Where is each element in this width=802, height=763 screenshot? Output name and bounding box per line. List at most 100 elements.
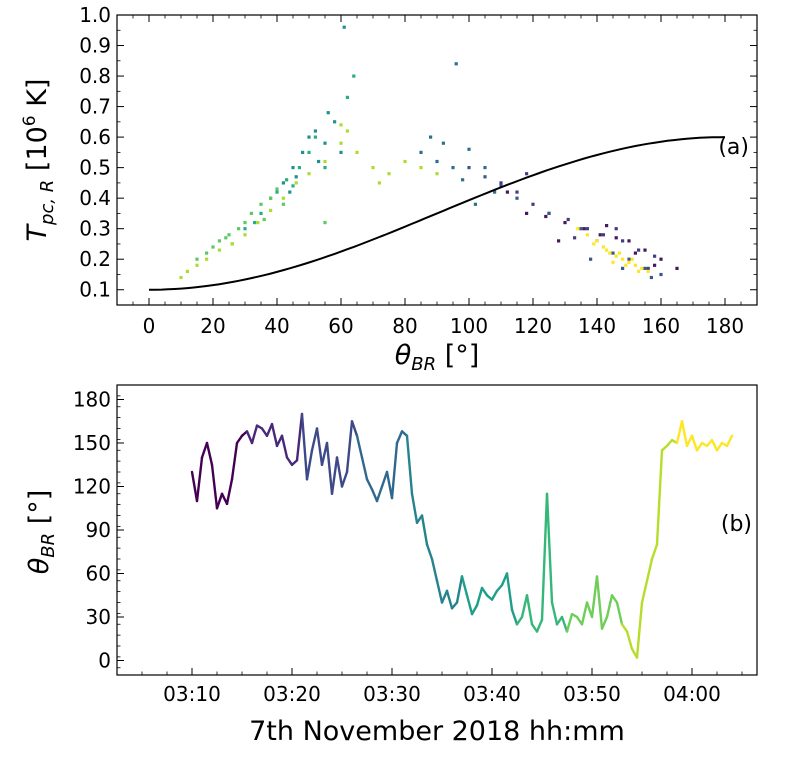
scatter-point xyxy=(326,111,330,115)
x-tick-label: 180 xyxy=(706,314,744,338)
scatter-point xyxy=(589,257,593,261)
theta-segment xyxy=(640,579,649,604)
scatter-point xyxy=(525,172,529,176)
theta-segment xyxy=(465,594,474,616)
theta-segment xyxy=(285,456,294,466)
scatter-point xyxy=(179,275,183,280)
theta-segment xyxy=(525,594,534,626)
theta-segment xyxy=(545,492,554,604)
scatter-point xyxy=(224,236,228,240)
y-tick-label: 30 xyxy=(86,605,111,629)
scatter-point xyxy=(630,257,634,261)
scatter-point xyxy=(659,257,663,261)
scatter-point xyxy=(611,260,615,264)
scatter-point xyxy=(605,224,609,228)
scatter-point xyxy=(633,263,637,267)
scatter-point xyxy=(307,172,311,176)
theta-segment xyxy=(260,427,269,437)
scatter-point xyxy=(339,141,343,145)
x-tick-label: 60 xyxy=(328,314,353,338)
scatter-point xyxy=(454,62,458,66)
scatter-point xyxy=(429,135,433,139)
theta-segment xyxy=(655,449,664,546)
scatter-point xyxy=(342,25,346,29)
scatter-point xyxy=(505,190,509,194)
scatter-point xyxy=(614,227,618,231)
theta-segment xyxy=(280,434,289,459)
theta-segment xyxy=(420,514,429,546)
scatter-point xyxy=(643,266,647,270)
scatter-point xyxy=(624,263,628,267)
theta-segment xyxy=(215,492,224,510)
scatter-point xyxy=(611,251,615,255)
scatter-point xyxy=(262,217,266,222)
scatter-point xyxy=(275,187,279,191)
theta-segment xyxy=(560,615,569,633)
theta-segment xyxy=(350,420,359,437)
scatter-point xyxy=(313,135,317,139)
x-tick-label: 03:30 xyxy=(363,682,421,706)
theta-segment xyxy=(310,427,319,452)
x-tick-label: 40 xyxy=(264,314,289,338)
x-tick-label: 80 xyxy=(392,314,417,338)
theta-segment xyxy=(615,601,624,626)
x-tick-label: 03:20 xyxy=(263,682,321,706)
scatter-point xyxy=(288,190,292,194)
scatter-point xyxy=(249,211,253,215)
scatter-point xyxy=(217,239,221,243)
theta-segment xyxy=(625,630,634,651)
scatter-point xyxy=(352,74,356,78)
scatter-point xyxy=(473,202,477,206)
y-tick-label: 120 xyxy=(73,475,111,499)
theta-segment xyxy=(565,612,574,633)
theta-segment xyxy=(610,594,619,604)
theta-segment xyxy=(580,601,589,626)
theta-segment xyxy=(440,589,449,604)
theta-segment xyxy=(375,485,384,503)
theta-segment xyxy=(650,543,659,561)
scatter-point xyxy=(211,245,215,249)
scatter-point xyxy=(285,178,289,182)
scatter-point xyxy=(483,175,487,179)
theta-segment xyxy=(205,441,214,466)
scatter-point xyxy=(345,95,349,99)
theta-segment xyxy=(590,575,599,619)
scatter-point xyxy=(627,260,631,264)
scatter-point xyxy=(646,266,650,270)
model-curve xyxy=(149,136,726,291)
theta-segment xyxy=(495,583,504,593)
theta-segment xyxy=(605,594,614,619)
y-tick-label: 150 xyxy=(73,431,111,455)
panel-a-y-unit-exp: 6 xyxy=(20,115,40,126)
scatter-point xyxy=(531,202,535,206)
scatter-point xyxy=(256,221,260,225)
theta-segment xyxy=(300,412,309,481)
theta-segment xyxy=(330,456,339,495)
scatter-point xyxy=(291,184,295,188)
theta-segment xyxy=(450,601,459,610)
scatter-point xyxy=(598,233,602,237)
theta-segment xyxy=(405,434,414,495)
scatter-point xyxy=(333,120,337,124)
scatter-point xyxy=(339,123,343,127)
scatter-point xyxy=(403,159,407,164)
scatter-point xyxy=(419,150,423,154)
theta-segment xyxy=(360,456,369,481)
scatter-point xyxy=(317,159,321,164)
theta-segment xyxy=(645,557,654,582)
scatter-point xyxy=(419,166,423,170)
y-tick-label: 180 xyxy=(73,388,111,412)
scatter-point xyxy=(621,257,625,261)
scatter-point xyxy=(637,269,641,273)
scatter-point xyxy=(237,227,241,231)
x-tick-label: 03:50 xyxy=(563,682,621,706)
scatter-point xyxy=(441,141,445,145)
theta-segment xyxy=(685,434,694,448)
scatter-point xyxy=(627,257,631,261)
scatter-point xyxy=(205,257,209,261)
scatter-point xyxy=(653,254,657,258)
theta-segment xyxy=(365,478,374,491)
scatter-point xyxy=(585,227,589,231)
theta-segment xyxy=(445,589,454,610)
scatter-point xyxy=(371,166,375,170)
